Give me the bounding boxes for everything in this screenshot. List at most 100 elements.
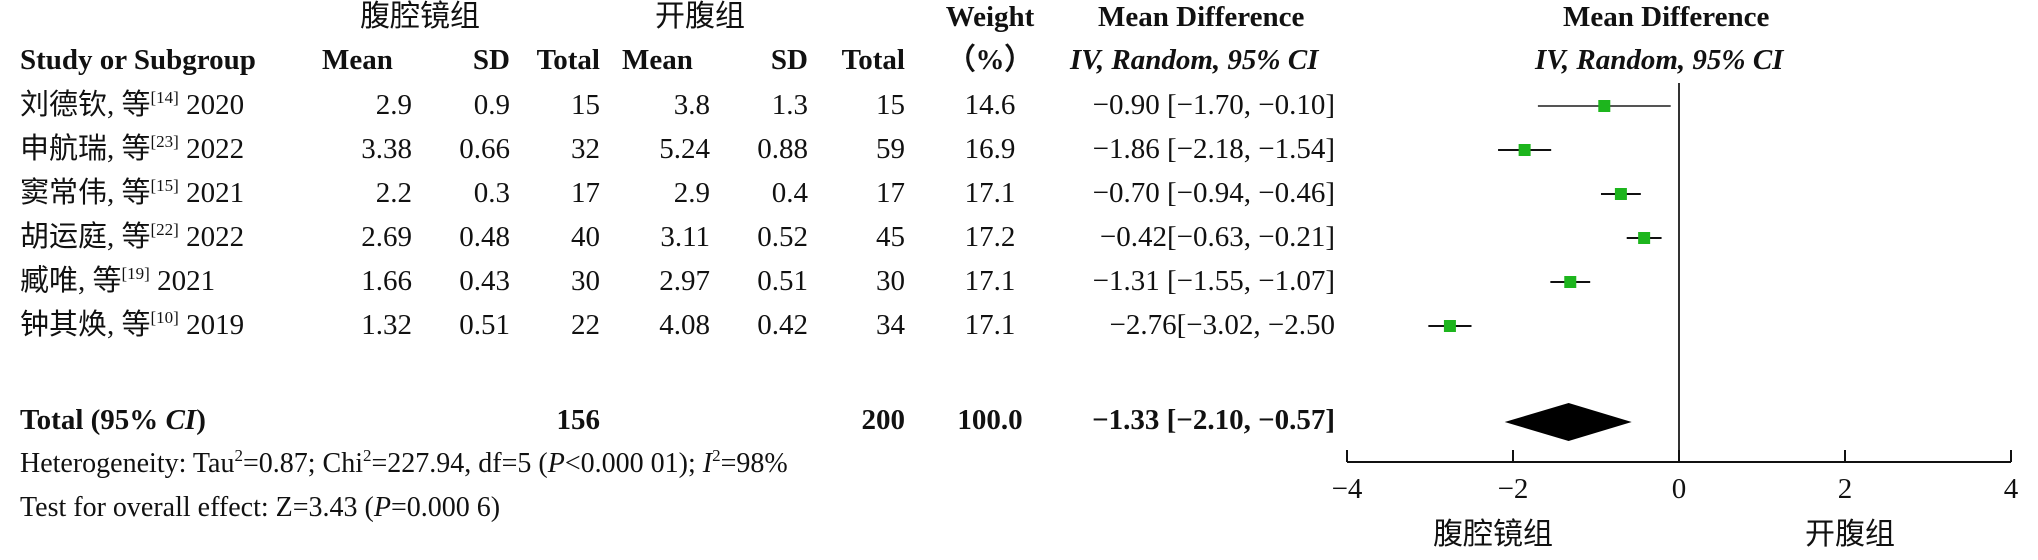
ctl-total-header: Total	[841, 44, 905, 76]
study-ref: [14]	[150, 88, 179, 107]
exp-sd: 0.66	[459, 133, 510, 165]
study-marker	[1564, 276, 1577, 288]
study-author: 刘德钦, 等	[20, 89, 151, 121]
ctl-total: 34	[876, 309, 905, 341]
exp-mean: 1.32	[361, 309, 412, 341]
exp-sd: 0.3	[473, 177, 510, 209]
ctl-sd: 0.88	[757, 133, 808, 165]
exp-mean: 1.66	[361, 265, 412, 297]
study-ref: [15]	[150, 176, 179, 195]
ctl-mean: 3.8	[673, 89, 710, 121]
study-label: 臧唯, 等[19] 2021	[20, 264, 215, 298]
exp-total: 15	[571, 89, 600, 121]
ctl-mean: 5.24	[659, 133, 710, 165]
study-column-header: Study or Subgroup	[20, 44, 256, 76]
exp-mean-header: Mean	[322, 44, 393, 76]
study-label: 申航瑞, 等[23] 2022	[20, 132, 244, 166]
exp-total-header: Total	[536, 44, 600, 76]
exp-total: 32	[571, 133, 600, 165]
md-method-header: IV, Random, 95% CI	[1070, 44, 1319, 76]
pooled-diamond	[1504, 403, 1632, 441]
study-author: 臧唯, 等	[20, 265, 122, 297]
overall-effect-text: Test for overall effect: Z=3.43 (P=0.000…	[20, 492, 501, 523]
study-label: 胡运庭, 等[22] 2022	[20, 220, 244, 254]
weight-header: Weight	[945, 1, 1035, 33]
study-author: 申航瑞, 等	[20, 133, 151, 165]
ci-text: −1.31 [−1.55, −1.07]	[1092, 265, 1335, 297]
study-year: 2022	[186, 133, 245, 165]
study-label: 刘德钦, 等[14] 2020	[20, 88, 244, 122]
study-marker	[1614, 188, 1627, 200]
x-tick-label: 2	[1838, 473, 1853, 505]
weight: 14.6	[964, 89, 1016, 121]
total-label: Total (95% CI)	[20, 404, 206, 436]
group-right-header: 开腹组	[655, 0, 745, 33]
ctl-mean: 2.9	[673, 177, 710, 209]
exp-sd-header: SD	[472, 44, 510, 76]
exp-total: 40	[571, 221, 600, 253]
study-year: 2021	[157, 265, 216, 297]
ctl-total: 59	[876, 133, 905, 165]
weight: 17.2	[964, 221, 1016, 253]
ctl-sd: 0.4	[771, 177, 808, 209]
ctl-mean: 3.11	[660, 221, 710, 253]
ctl-sd: 1.3	[771, 89, 808, 121]
ctl-sd: 0.52	[757, 221, 808, 253]
ctl-sd-header: SD	[770, 44, 808, 76]
study-ref: [23]	[150, 132, 179, 151]
x-tick-label: 4	[2004, 473, 2019, 505]
weight: 17.1	[964, 177, 1016, 209]
md-header: Mean Difference	[1098, 1, 1305, 33]
total-exp-n: 156	[556, 404, 601, 436]
study-marker	[1443, 320, 1456, 332]
study-year: 2019	[186, 309, 245, 341]
ctl-sd: 0.51	[757, 265, 808, 297]
x-tick-label: −4	[1332, 473, 1363, 505]
ci-text: −2.76[−3.02, −2.50	[1109, 309, 1335, 341]
ci-text: −1.86 [−2.18, −1.54]	[1092, 133, 1335, 165]
ci-text: −0.70 [−0.94, −0.46]	[1092, 177, 1335, 209]
study-ref: [10]	[150, 308, 179, 327]
ci-text: −0.90 [−1.70, −0.10]	[1092, 89, 1335, 121]
ctl-total: 17	[876, 177, 905, 209]
group-left-header: 腹腔镜组	[360, 0, 480, 33]
exp-mean: 2.9	[375, 89, 412, 121]
exp-mean: 2.2	[375, 177, 412, 209]
weight: 16.9	[964, 133, 1016, 165]
exp-sd: 0.48	[459, 221, 510, 253]
ctl-total: 45	[876, 221, 905, 253]
study-ref: [19]	[121, 264, 150, 283]
heterogeneity-text: Heterogeneity: Tau2=0.87; Chi2=227.94, d…	[20, 446, 788, 479]
exp-sd: 0.9	[473, 89, 510, 121]
study-year: 2022	[186, 221, 245, 253]
exp-mean: 2.69	[361, 221, 412, 253]
study-year: 2021	[186, 177, 245, 209]
axis-right-label: 开腹组	[1805, 518, 1895, 551]
study-label: 窦常伟, 等[15] 2021	[20, 176, 244, 210]
weight: 17.1	[964, 265, 1016, 297]
ctl-mean: 4.08	[659, 309, 710, 341]
study-marker	[1638, 232, 1651, 244]
ctl-sd: 0.42	[757, 309, 808, 341]
study-author: 窦常伟, 等	[20, 177, 151, 209]
exp-total: 22	[571, 309, 600, 341]
study-marker	[1598, 100, 1611, 112]
total-weight: 100.0	[957, 404, 1023, 436]
axis-left-label: 腹腔镜组	[1433, 518, 1553, 551]
ci-text: −0.42[−0.63, −0.21]	[1099, 221, 1335, 253]
ctl-total: 15	[876, 89, 905, 121]
weight: 17.1	[964, 309, 1016, 341]
exp-sd: 0.43	[459, 265, 510, 297]
exp-sd: 0.51	[459, 309, 510, 341]
x-tick-label: −2	[1498, 473, 1529, 505]
study-label: 钟其焕, 等[10] 2019	[20, 308, 244, 342]
ctl-total: 30	[876, 265, 905, 297]
x-tick-label: 0	[1672, 473, 1687, 505]
ctl-mean-header: Mean	[622, 44, 693, 76]
study-author: 钟其焕, 等	[20, 309, 151, 341]
study-ref: [22]	[150, 220, 179, 239]
total-ci-text: −1.33 [−2.10, −0.57]	[1092, 404, 1335, 436]
study-marker	[1518, 144, 1531, 156]
ctl-mean: 2.97	[659, 265, 710, 297]
